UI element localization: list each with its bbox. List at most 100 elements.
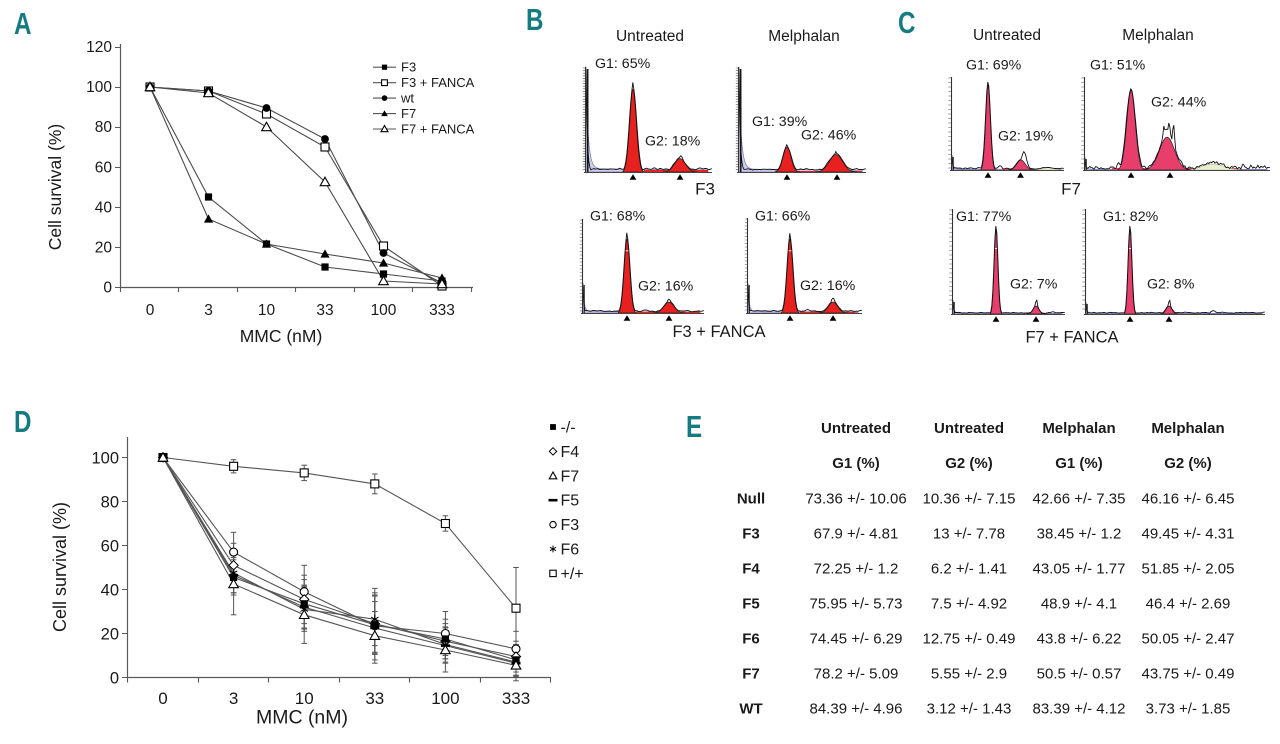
svg-text:43.05 +/- 1.77: 43.05 +/- 1.77	[1033, 561, 1126, 578]
svg-text:7.5 +/- 4.92: 7.5 +/- 4.92	[931, 596, 1007, 613]
svg-text:G1: 51%: G1: 51%	[1090, 58, 1146, 74]
svg-text:-/-: -/-	[561, 420, 576, 437]
svg-text:G1: 68%: G1: 68%	[590, 209, 646, 225]
svg-text:A: A	[14, 6, 31, 41]
svg-text:F3: F3	[401, 60, 416, 75]
svg-text:0: 0	[146, 302, 155, 319]
svg-text:83.39 +/- 4.12: 83.39 +/- 4.12	[1033, 701, 1126, 718]
svg-text:G2: 16%: G2: 16%	[638, 279, 694, 295]
svg-text:F4: F4	[561, 444, 580, 461]
svg-text:G2 (%): G2 (%)	[945, 455, 993, 472]
svg-text:F7 + FANCA: F7 + FANCA	[401, 122, 475, 137]
svg-text:10: 10	[258, 302, 276, 319]
svg-text:F6: F6	[561, 542, 580, 559]
svg-text:G1: 65%: G1: 65%	[595, 56, 651, 72]
svg-text:67.9 +/- 4.81: 67.9 +/- 4.81	[814, 526, 899, 543]
svg-text:84.39 +/- 4.96: 84.39 +/- 4.96	[810, 701, 903, 718]
svg-text:G2 (%): G2 (%)	[1164, 455, 1212, 472]
svg-text:F3: F3	[742, 526, 760, 543]
svg-text:G2: 16%: G2: 16%	[800, 278, 856, 294]
svg-text:80: 80	[95, 119, 113, 136]
svg-text:33: 33	[316, 302, 333, 319]
svg-text:49.45 +/- 4.31: 49.45 +/- 4.31	[1142, 526, 1235, 543]
svg-text:73.36 +/- 10.06: 73.36 +/- 10.06	[805, 491, 906, 508]
svg-text:43.8 +/- 6.22: 43.8 +/- 6.22	[1037, 631, 1122, 648]
svg-text:F3: F3	[695, 180, 715, 199]
svg-text:12.75 +/- 0.49: 12.75 +/- 0.49	[923, 631, 1016, 648]
svg-text:Melphalan: Melphalan	[1042, 420, 1115, 437]
svg-text:42.66 +/- 7.35: 42.66 +/- 7.35	[1033, 491, 1126, 508]
svg-text:Untreated: Untreated	[934, 420, 1004, 437]
svg-text:20: 20	[101, 625, 119, 643]
svg-text:G1 (%): G1 (%)	[832, 455, 880, 472]
svg-text:WT: WT	[739, 701, 762, 718]
svg-text:Cell survival (%): Cell survival (%)	[50, 502, 70, 632]
svg-text:333: 333	[502, 689, 530, 708]
svg-text:80: 80	[101, 493, 119, 511]
svg-text:G2: 18%: G2: 18%	[645, 134, 701, 150]
svg-text:13 +/- 7.78: 13 +/- 7.78	[933, 526, 1005, 543]
svg-text:43.75 +/- 0.49: 43.75 +/- 0.49	[1142, 666, 1235, 683]
svg-text:Untreated: Untreated	[616, 28, 684, 45]
svg-text:74.45 +/- 6.29: 74.45 +/- 6.29	[810, 631, 903, 648]
svg-text:F7: F7	[1061, 180, 1081, 199]
svg-text:+/+: +/+	[561, 566, 584, 583]
svg-text:wt: wt	[400, 91, 414, 106]
svg-text:G1: 66%: G1: 66%	[755, 209, 811, 225]
svg-text:0: 0	[103, 280, 112, 297]
svg-text:100: 100	[371, 302, 397, 319]
svg-text:0: 0	[158, 689, 167, 708]
svg-text:G1: 69%: G1: 69%	[966, 58, 1022, 74]
svg-text:3.73 +/- 1.85: 3.73 +/- 1.85	[1146, 701, 1231, 718]
svg-text:F7 + FANCA: F7 + FANCA	[1025, 329, 1118, 347]
svg-text:100: 100	[431, 689, 459, 708]
svg-text:F3: F3	[561, 517, 580, 534]
svg-text:F7: F7	[401, 106, 416, 121]
svg-text:50.05 +/- 2.47: 50.05 +/- 2.47	[1142, 631, 1235, 648]
svg-text:F5: F5	[561, 493, 580, 510]
svg-text:60: 60	[101, 537, 119, 555]
svg-text:3: 3	[204, 302, 213, 319]
svg-text:46.4 +/- 2.69: 46.4 +/- 2.69	[1146, 596, 1231, 613]
svg-text:E: E	[686, 409, 702, 444]
svg-text:Null: Null	[737, 491, 765, 508]
svg-text:F3 + FANCA: F3 + FANCA	[401, 75, 475, 90]
svg-text:G1 (%): G1 (%)	[1055, 455, 1103, 472]
svg-text:MMC (nM): MMC (nM)	[256, 707, 348, 729]
svg-text:G1: 77%: G1: 77%	[956, 209, 1012, 225]
svg-text:38.45 +/- 1.2: 38.45 +/- 1.2	[1037, 526, 1122, 543]
svg-text:78.2 +/- 5.09: 78.2 +/- 5.09	[814, 666, 899, 683]
svg-text:46.16 +/- 6.45: 46.16 +/- 6.45	[1142, 491, 1235, 508]
svg-text:Untreated: Untreated	[821, 420, 891, 437]
svg-text:Untreated: Untreated	[973, 27, 1041, 44]
svg-text:F4: F4	[742, 561, 760, 578]
svg-text:C: C	[898, 5, 915, 40]
svg-text:G1: 39%: G1: 39%	[752, 114, 808, 130]
svg-text:Melphalan: Melphalan	[1151, 420, 1224, 437]
svg-text:20: 20	[95, 239, 113, 256]
svg-text:0: 0	[110, 670, 119, 688]
svg-text:6.2 +/- 1.41: 6.2 +/- 1.41	[931, 561, 1007, 578]
svg-text:50.5 +/- 0.57: 50.5 +/- 0.57	[1037, 666, 1122, 683]
svg-text:G2: 7%: G2: 7%	[1010, 277, 1058, 293]
svg-text:120: 120	[86, 39, 112, 56]
svg-text:3: 3	[229, 689, 238, 708]
svg-text:Cell survival (%): Cell survival (%)	[45, 124, 65, 250]
svg-text:60: 60	[95, 159, 113, 176]
svg-text:48.9 +/- 4.1: 48.9 +/- 4.1	[1041, 596, 1117, 613]
svg-text:Melphalan: Melphalan	[768, 28, 840, 45]
svg-text:G2: 8%: G2: 8%	[1147, 277, 1195, 293]
svg-text:75.95 +/- 5.73: 75.95 +/- 5.73	[810, 596, 903, 613]
svg-text:B: B	[526, 2, 543, 37]
svg-text:5.55 +/- 2.9: 5.55 +/- 2.9	[931, 666, 1007, 683]
svg-text:33: 33	[365, 689, 384, 708]
svg-text:F7: F7	[561, 468, 580, 485]
svg-text:40: 40	[95, 199, 113, 216]
svg-text:333: 333	[429, 302, 455, 319]
svg-text:F5: F5	[742, 596, 760, 613]
svg-text:G2: 19%: G2: 19%	[998, 129, 1054, 145]
svg-text:72.25 +/- 1.2: 72.25 +/- 1.2	[814, 561, 899, 578]
svg-text:10.36 +/- 7.15: 10.36 +/- 7.15	[923, 491, 1016, 508]
svg-text:3.12 +/- 1.43: 3.12 +/- 1.43	[927, 701, 1012, 718]
svg-text:D: D	[14, 404, 31, 439]
